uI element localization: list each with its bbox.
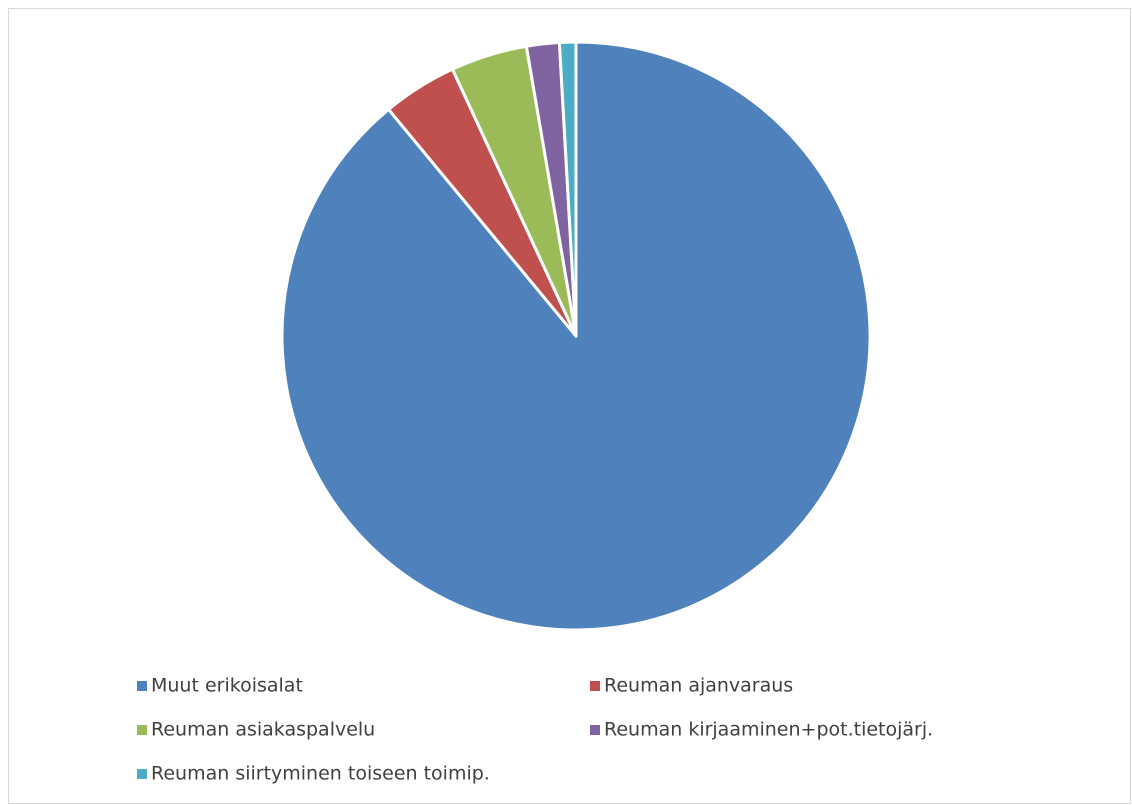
pie-slice (557, 40, 578, 338)
legend-label: Reuman ajanvaraus (604, 675, 793, 697)
legend-label: Reuman siirtyminen toiseen toimip. (151, 763, 490, 785)
legend-label: Muut erikoisalat (151, 675, 303, 697)
legend-swatch (137, 725, 147, 735)
legend-swatch (590, 725, 600, 735)
legend-swatch (137, 769, 147, 779)
legend-label: Reuman kirjaaminen+pot.tietojärj. (604, 719, 933, 741)
legend-label: Reuman asiakaspalvelu (151, 719, 375, 741)
legend-swatch (137, 681, 147, 691)
legend-swatch (590, 681, 600, 691)
